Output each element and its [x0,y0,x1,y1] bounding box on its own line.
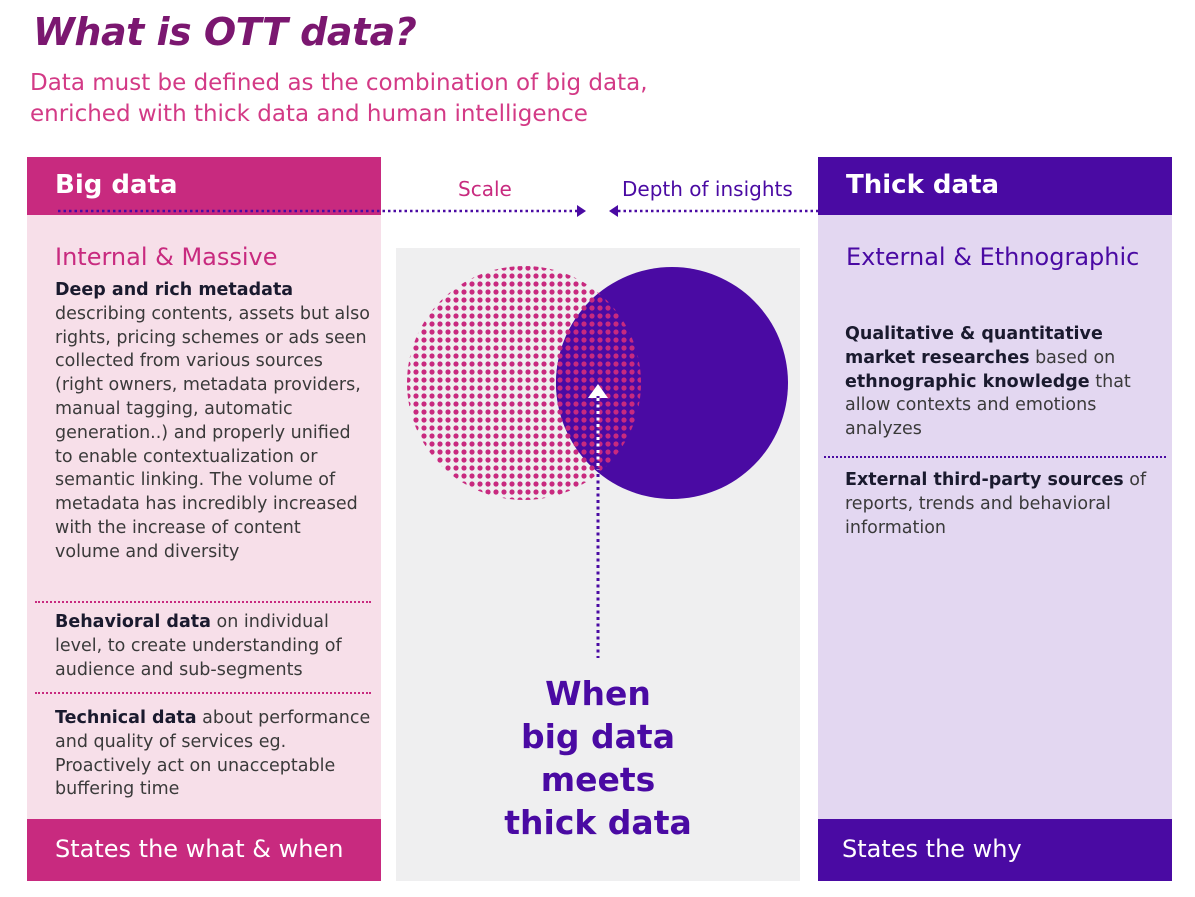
behavioral-paragraph: Behavioral data on individual level, to … [55,611,371,682]
big-data-header: Big data [27,157,381,215]
ethnographic-text: that allow contexts and emotions analyze… [845,371,1131,440]
research-paragraph: Qualitative & quantitative market resear… [845,323,1161,442]
thick-data-header: Thick data [818,157,1172,215]
scale-label: Scale [458,177,512,201]
page-title: What is OTT data? [33,10,417,54]
research-text: based on [1029,347,1116,368]
depth-arrow-head-icon [609,205,618,217]
big-data-column: Big data Internal & Massive Deep and ric… [27,157,381,881]
depth-label: Depth of insights [622,177,793,201]
technical-bold: Technical data [55,708,197,728]
behavioral-text: on individual level, to create understan… [55,612,342,680]
third-party-bold: External third-party sources [845,470,1124,490]
research-bold: Qualitative & quantitative market resear… [845,324,1103,368]
third-party-text: of reports, trends and behavioral inform… [845,470,1147,538]
technical-paragraph: Technical data about performance and qua… [55,707,371,802]
behavioral-bold: Behavioral data [55,612,211,632]
scale-arrow-head-icon [577,205,586,217]
subtitle-line-1: Data must be defined as the combination … [30,70,648,96]
metadata-bold: Deep and rich metadata [55,280,294,300]
caption-line: meets [540,760,656,799]
caption-line: When [545,674,651,713]
venn-diagram [407,266,788,658]
caption-line: big data [521,717,675,756]
technical-text: about performance and quality of service… [55,708,371,800]
metadata-paragraph: Deep and rich metadata describing conten… [55,279,371,565]
thick-data-footer: States the why [818,819,1172,881]
center-caption: When big data meets thick data [470,672,726,844]
big-data-footer: States the what & when [27,819,381,881]
overlap-region [556,267,641,499]
divider [35,601,371,603]
subtitle-line-2: enriched with thick data and human intel… [30,101,588,127]
divider [35,692,371,694]
thick-data-column: Thick data External & Ethnographic Quali… [818,157,1172,881]
thick-data-section-heading: External & Ethnographic [846,243,1140,271]
caption-line: thick data [504,803,692,842]
third-party-paragraph: External third-party sources of reports,… [845,469,1161,540]
up-arrow-icon [588,384,608,398]
divider [824,456,1166,458]
metadata-text: describing contents, assets but also rig… [55,303,370,562]
ethnographic-bold: ethnographic knowledge [845,371,1090,392]
big-data-section-heading: Internal & Massive [55,243,278,271]
